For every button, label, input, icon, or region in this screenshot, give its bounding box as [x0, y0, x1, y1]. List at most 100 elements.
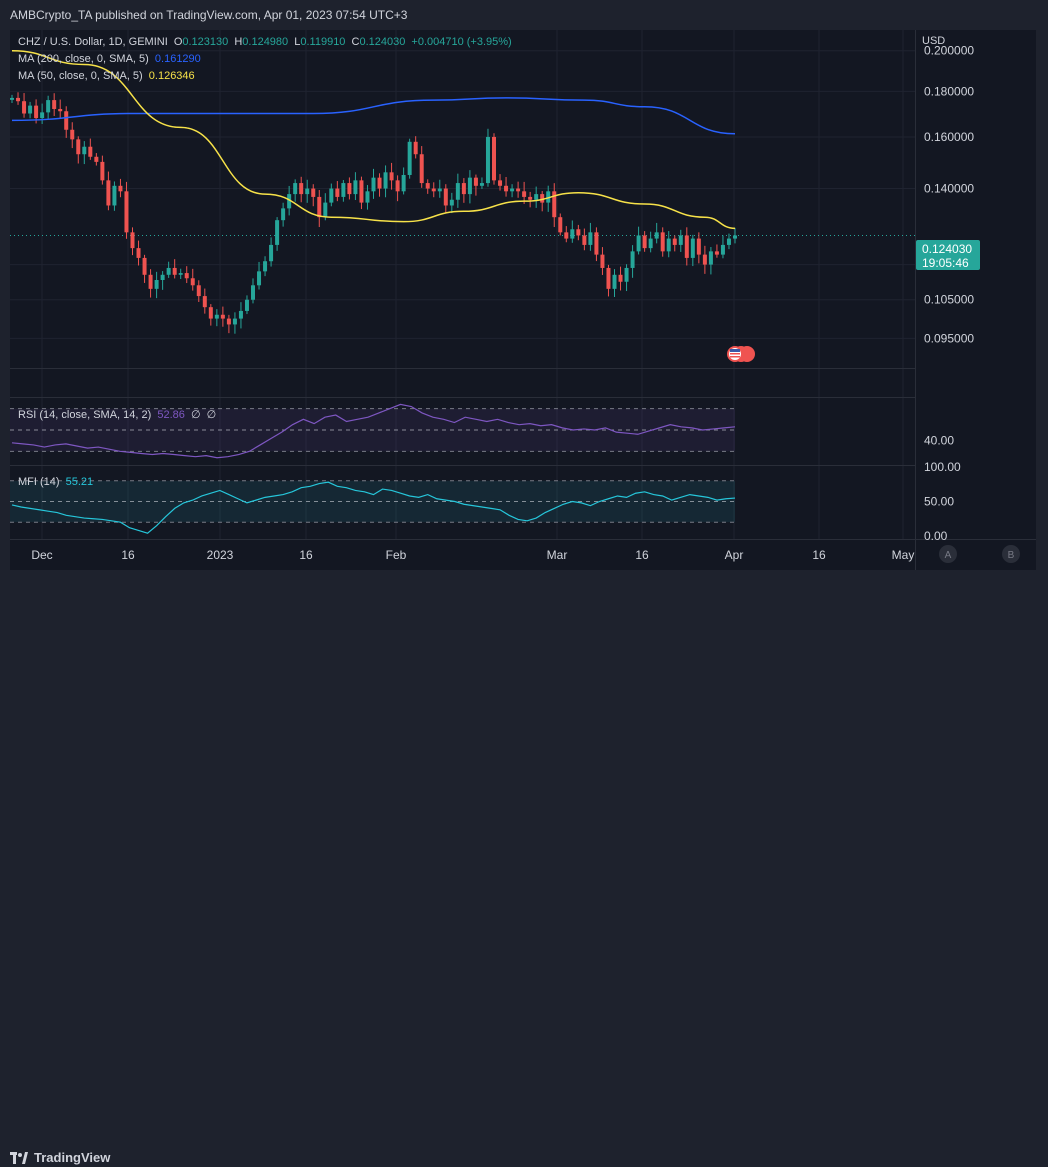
y-tick-label: 0.095000 — [924, 331, 974, 345]
ma200-legend[interactable]: MA (200, close, 0, SMA, 5) 0.161290 — [18, 53, 204, 65]
rsi-label: RSI (14, close, SMA, 14, 2) — [18, 409, 152, 421]
candle — [251, 278, 255, 304]
ma50-line — [11, 49, 736, 230]
rsi-legend[interactable]: RSI (14, close, SMA, 14, 2) 52.86 ∅ ∅ — [18, 408, 219, 421]
candle — [359, 176, 364, 210]
candle — [202, 288, 207, 314]
candle — [467, 170, 472, 204]
rsi-extra-1: ∅ — [190, 409, 201, 421]
change-value: +0.004710 (+3.95%) — [411, 36, 512, 48]
candle — [184, 266, 189, 284]
chart-canvas[interactable]: 0.2000000.1800000.1600000.1400000.115000… — [10, 30, 1036, 570]
candle — [94, 153, 99, 166]
candle — [636, 226, 641, 255]
x-tick-label: May — [892, 548, 915, 562]
mfi-y-tick: 0.00 — [924, 529, 948, 543]
candle — [10, 94, 14, 103]
rsi-y-tick: 40.00 — [924, 434, 954, 448]
mfi-y-tick: 100.00 — [924, 460, 961, 474]
candle — [702, 245, 707, 274]
candle — [28, 101, 33, 119]
candle — [82, 141, 87, 165]
candle — [178, 268, 183, 280]
candle — [323, 193, 328, 221]
candle — [281, 202, 286, 227]
x-tick-label: 16 — [812, 548, 826, 562]
x-tick-label: Mar — [547, 548, 568, 562]
candle — [16, 92, 21, 105]
candle — [341, 179, 346, 202]
l-label: L — [294, 36, 301, 48]
candle — [196, 280, 201, 302]
price-axis[interactable]: 0.2000000.1800000.1600000.1400000.115000… — [924, 44, 974, 543]
candle — [419, 146, 424, 188]
footer: TradingView — [0, 572, 1048, 1165]
x-tick-label: 2023 — [207, 548, 234, 562]
candle — [660, 227, 665, 257]
pane-separator-empty — [10, 397, 915, 398]
candle — [353, 172, 358, 201]
moving-averages — [11, 49, 736, 230]
rsi-value: 52.86 — [157, 409, 185, 421]
candle — [269, 237, 274, 267]
candle — [516, 181, 521, 198]
candle — [407, 138, 412, 179]
mfi-legend[interactable]: MFI (14) 55.21 — [18, 476, 96, 488]
candle — [257, 261, 262, 290]
time-axis[interactable]: Dec 16 2023 16 Feb Mar 16 Apr 16 May — [31, 548, 914, 562]
countdown-value: 19:05:46 — [922, 256, 969, 270]
candle — [130, 227, 135, 256]
candle — [546, 185, 551, 212]
candle — [576, 224, 581, 241]
ma50-legend[interactable]: MA (50, close, 0, SMA, 5) 0.126346 — [18, 70, 198, 82]
candle — [437, 179, 442, 198]
candle — [714, 244, 719, 258]
y-tick-label: 0.140000 — [924, 182, 974, 196]
candle — [461, 178, 466, 203]
candle — [413, 136, 418, 159]
candle — [684, 227, 689, 266]
tradingview-logo-icon — [10, 1151, 28, 1164]
candle — [232, 312, 237, 334]
candle — [401, 167, 406, 195]
grid — [10, 30, 915, 539]
candle — [154, 271, 159, 299]
svg-text:A: A — [945, 550, 952, 561]
h-value: 0.124980 — [242, 36, 289, 48]
candle — [540, 191, 545, 212]
chart-frame[interactable]: 0.2000000.1800000.1600000.1400000.115000… — [10, 30, 1036, 570]
price-axis-border — [915, 30, 916, 570]
candle — [166, 261, 171, 278]
candle — [329, 183, 334, 207]
candle — [148, 269, 153, 298]
scale-b-button[interactable]: B — [1002, 545, 1020, 563]
candle — [208, 304, 213, 326]
x-tick-label: 16 — [635, 548, 649, 562]
scale-a-button[interactable]: A — [939, 545, 957, 563]
candle — [317, 190, 322, 228]
panes — [10, 30, 1036, 570]
candle — [630, 245, 635, 278]
ma200-line — [11, 97, 736, 135]
candle — [389, 162, 394, 190]
candle — [226, 314, 231, 334]
top-bar: AMBCrypto_TA published on TradingView.co… — [0, 0, 1048, 30]
currency-label: USD — [922, 35, 945, 47]
candle — [371, 168, 376, 199]
candle — [504, 177, 509, 197]
candle — [263, 256, 268, 277]
candle — [528, 191, 533, 208]
last-price-value: 0.124030 — [922, 242, 972, 256]
candle — [624, 264, 629, 292]
ma200-label: MA (200, close, 0, SMA, 5) — [18, 53, 149, 65]
candle — [118, 178, 123, 198]
candle — [654, 222, 659, 244]
pane-separator-1 — [10, 368, 915, 369]
flag-marker-icon[interactable] — [727, 346, 755, 362]
candle — [136, 240, 141, 266]
tradingview-logo[interactable]: TradingView — [10, 1150, 110, 1165]
main-legend: CHZ / U.S. Dollar, 1D, GEMINI O0.123130 … — [18, 36, 515, 48]
mfi-value: 55.21 — [65, 476, 94, 488]
candle — [570, 220, 575, 243]
x-tick-label: Feb — [386, 548, 407, 562]
